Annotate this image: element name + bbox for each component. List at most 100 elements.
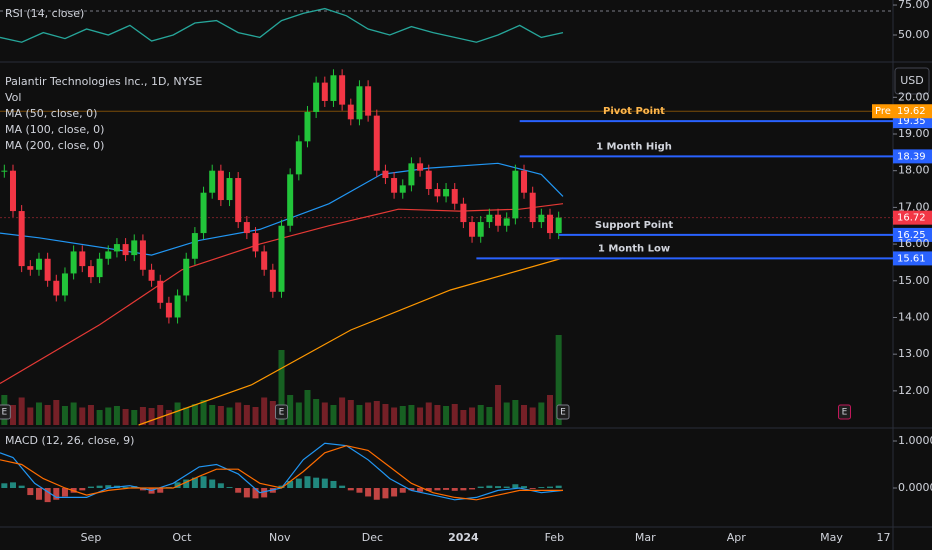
candle — [70, 251, 77, 274]
x-tick-label: Sep — [81, 531, 102, 544]
volume-bar — [547, 395, 554, 425]
candle — [460, 203, 467, 223]
tag-name: Pre — [875, 106, 891, 117]
volume-bar — [365, 402, 372, 425]
candle — [113, 244, 120, 252]
histogram-bar — [391, 488, 398, 497]
currency-button[interactable] — [894, 67, 930, 95]
y-tick-label: 1.0000 — [898, 434, 932, 447]
candle — [313, 82, 320, 112]
volume-bar — [460, 410, 467, 425]
histogram-bar — [295, 478, 302, 489]
level-tag-label: 19.35 — [897, 116, 926, 127]
candle — [122, 244, 129, 256]
candle — [451, 189, 458, 204]
moving-average — [0, 203, 564, 385]
chart-title: Palantir Technologies Inc., 1D, NYSE — [5, 75, 202, 88]
histogram-bar — [399, 488, 406, 493]
volume-bar — [408, 405, 415, 425]
histogram-bar — [538, 487, 545, 489]
currency[interactable]: USD — [900, 74, 924, 87]
histogram-bar — [35, 488, 42, 500]
level-tag-label: 16.25 — [897, 230, 926, 241]
candle — [200, 192, 207, 234]
candle — [226, 178, 233, 201]
volume-bar — [70, 402, 77, 425]
volume-bar — [87, 405, 94, 425]
volume-bar — [512, 400, 519, 425]
candle — [235, 178, 242, 223]
candle — [269, 269, 276, 292]
candle — [278, 225, 285, 292]
histogram-bar — [365, 488, 372, 497]
volume-bar — [469, 407, 476, 425]
histogram-bar — [443, 488, 450, 490]
candle — [547, 214, 554, 234]
volume-bar — [382, 404, 389, 425]
x-tick-label: 2024 — [448, 531, 479, 544]
volume-bar — [113, 406, 120, 425]
histogram-bar — [18, 485, 25, 489]
histogram-bar — [200, 476, 207, 489]
candle — [365, 86, 372, 116]
histogram-bar — [460, 488, 467, 491]
candle — [417, 163, 424, 171]
candle — [105, 251, 112, 259]
candle — [18, 211, 25, 267]
y-tick-label: 16.00 — [898, 237, 930, 250]
volume-bar — [287, 395, 294, 425]
volume-bar — [174, 402, 181, 425]
volume-bar — [61, 406, 68, 425]
volume-bar — [330, 405, 337, 425]
candle — [425, 170, 432, 190]
histogram-bar — [425, 488, 432, 491]
histogram-bar — [408, 488, 415, 491]
histogram-bar — [174, 482, 181, 489]
histogram-bar — [477, 486, 484, 489]
event-badge — [837, 404, 851, 420]
candle — [295, 141, 302, 175]
y-tick-label: 75.00 — [898, 0, 930, 11]
pane-title: MACD (12, 26, close, 9) — [5, 434, 134, 447]
candle — [503, 218, 510, 226]
candle — [408, 163, 415, 186]
y-tick-label: 0.0000 — [898, 481, 932, 494]
event-badge — [556, 404, 570, 420]
histogram-bar — [105, 485, 112, 489]
histogram-bar — [61, 488, 68, 497]
volume-bar — [495, 385, 502, 425]
moving-average — [138, 257, 564, 426]
x-tick-label: 17 — [876, 531, 890, 544]
histogram-bar — [191, 477, 198, 489]
candle — [495, 214, 502, 226]
event-badge — [274, 404, 288, 420]
volume-bar — [35, 402, 42, 425]
histogram-bar — [321, 478, 328, 489]
level-label: 1 Month High — [596, 141, 672, 152]
candle — [87, 266, 94, 278]
volume-bar — [269, 401, 276, 425]
histogram-bar — [503, 486, 510, 489]
histogram-bar — [9, 482, 16, 489]
histogram-bar — [356, 488, 363, 493]
volume-bar — [200, 400, 207, 425]
volume-bar — [443, 406, 450, 425]
x-tick-label: Apr — [727, 531, 747, 544]
candle — [1, 170, 8, 172]
level-tag-label: 18.39 — [897, 151, 926, 162]
histogram-bar — [87, 486, 94, 489]
histogram-bar — [157, 488, 164, 493]
candle — [443, 189, 450, 197]
candle — [191, 233, 198, 259]
volume-bar — [165, 410, 172, 425]
candle — [27, 266, 34, 270]
candle — [373, 115, 380, 171]
y-tick-label: 19.00 — [898, 127, 930, 140]
x-tick-label: May — [820, 531, 843, 544]
histogram-bar — [79, 488, 86, 491]
event-label: E — [560, 408, 566, 418]
volume-bar — [27, 407, 34, 425]
y-tick-label: 20.00 — [898, 90, 930, 103]
